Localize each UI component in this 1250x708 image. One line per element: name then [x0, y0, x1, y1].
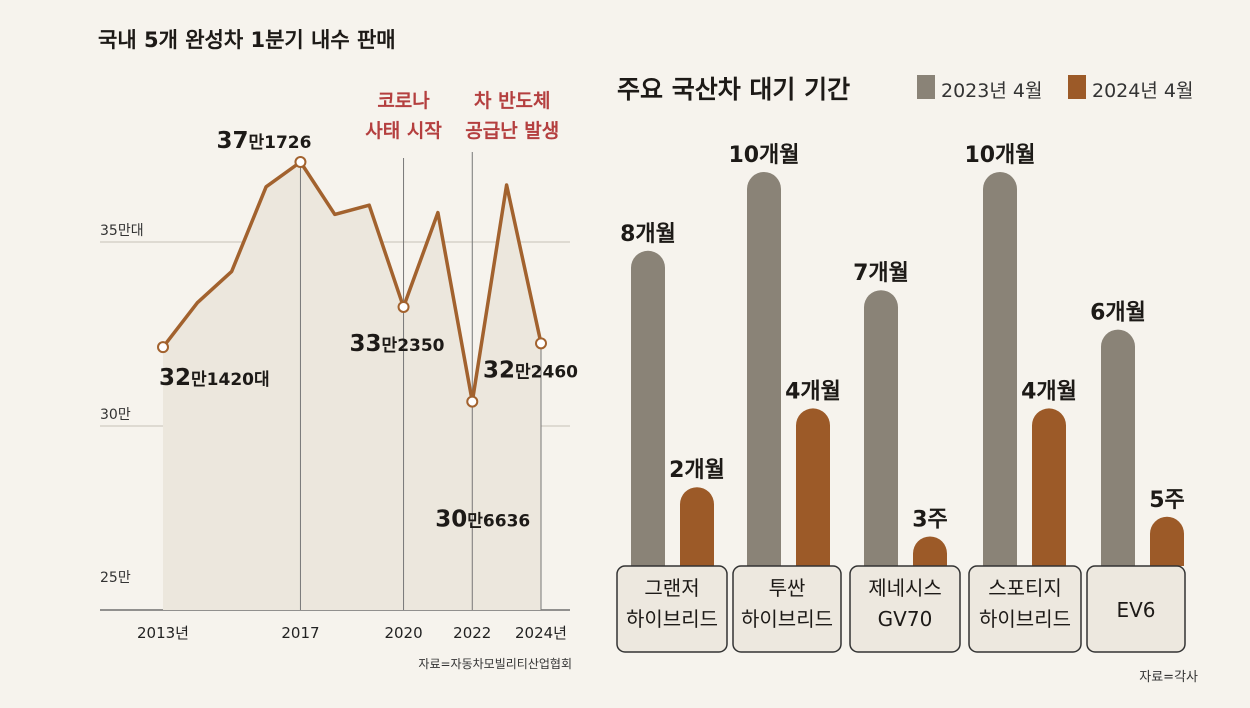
category-label: EV6 — [1116, 598, 1155, 622]
data-label: 33만2350 — [350, 331, 445, 357]
category-label: 제네시스 — [868, 576, 942, 600]
bar-value-label: 2개월 — [669, 458, 725, 483]
event-annotation: 코로나 — [377, 90, 430, 112]
wait-bar — [1150, 516, 1184, 566]
category-label: 하이브리드 — [626, 607, 718, 631]
wait-bar — [796, 408, 830, 566]
wait-bar — [747, 172, 781, 566]
x-tick-label: 2017 — [281, 624, 319, 642]
line-chart-source: 자료=자동차모빌리티산업협회 — [418, 657, 572, 671]
event-annotation: 공급난 발생 — [465, 120, 559, 142]
sales-line — [161, 160, 543, 404]
category-label: 스포티지 — [988, 576, 1062, 600]
category-label: 투싼 — [769, 576, 806, 600]
legend-label: 2023년 4월 — [941, 80, 1042, 102]
x-tick-label: 2020 — [384, 624, 422, 642]
data-point — [157, 341, 169, 354]
y-tick-label: 35만대 — [100, 223, 144, 239]
wait-bar — [1032, 408, 1066, 566]
sales-line-chart: 국내 5개 완성차 1분기 내수 판매 25만 30만 35만대 32만1420대 3… — [98, 28, 578, 671]
wait-bar — [983, 172, 1017, 566]
data-label: 32만2460 — [483, 357, 578, 383]
bar-chart-source: 자료=각사 — [1139, 670, 1198, 685]
data-point — [294, 156, 307, 169]
x-tick-label: 2013년 — [137, 624, 189, 642]
wait-bar — [631, 250, 665, 566]
category-label: GV70 — [878, 607, 933, 631]
bar-value-label: 4개월 — [1021, 379, 1077, 404]
bar-value-label: 6개월 — [1090, 301, 1146, 326]
line-chart-title: 국내 5개 완성차 1분기 내수 판매 — [98, 28, 396, 52]
x-tick-label: 2022 — [453, 624, 491, 642]
data-point — [535, 337, 547, 350]
category-label: 그랜저 — [644, 576, 699, 600]
bar-value-label: 8개월 — [620, 222, 676, 247]
event-annotation: 사태 시작 — [365, 120, 442, 142]
data-point — [466, 395, 479, 408]
category-box — [849, 565, 961, 653]
legend-label: 2024년 4월 — [1092, 80, 1193, 102]
bar-value-label: 5주 — [1149, 488, 1185, 513]
event-annotation: 차 반도체 — [474, 90, 551, 112]
sales-area-fill — [163, 162, 541, 610]
y-tick-label: 30만 — [100, 407, 131, 423]
category-box — [616, 565, 728, 653]
bar-value-label: 10개월 — [728, 143, 799, 168]
category-box — [968, 565, 1082, 653]
data-point — [397, 300, 410, 313]
bar-value-label: 3주 — [912, 507, 948, 532]
data-label: 37만1726 — [216, 128, 311, 154]
data-label: 30만6636 — [435, 507, 530, 533]
wait-bar — [680, 487, 714, 566]
y-tick-label: 25만 — [100, 570, 131, 586]
wait-bar — [913, 536, 947, 566]
bar-chart-title: 주요 국산차 대기 기간 — [617, 75, 850, 104]
legend-swatch — [917, 75, 935, 99]
category-label: 하이브리드 — [979, 607, 1071, 631]
category-label: 하이브리드 — [741, 607, 833, 631]
wait-bar — [1101, 329, 1135, 566]
category-box — [732, 565, 842, 653]
x-tick-label: 2024년 — [515, 624, 567, 642]
data-label: 32만1420대 — [159, 365, 270, 391]
bar-value-label: 10개월 — [964, 143, 1035, 168]
legend-swatch — [1068, 75, 1086, 99]
category-box — [1086, 565, 1186, 653]
bar-value-label: 4개월 — [785, 379, 841, 404]
bar-value-label: 7개월 — [853, 261, 909, 286]
wait-bar — [864, 290, 898, 566]
